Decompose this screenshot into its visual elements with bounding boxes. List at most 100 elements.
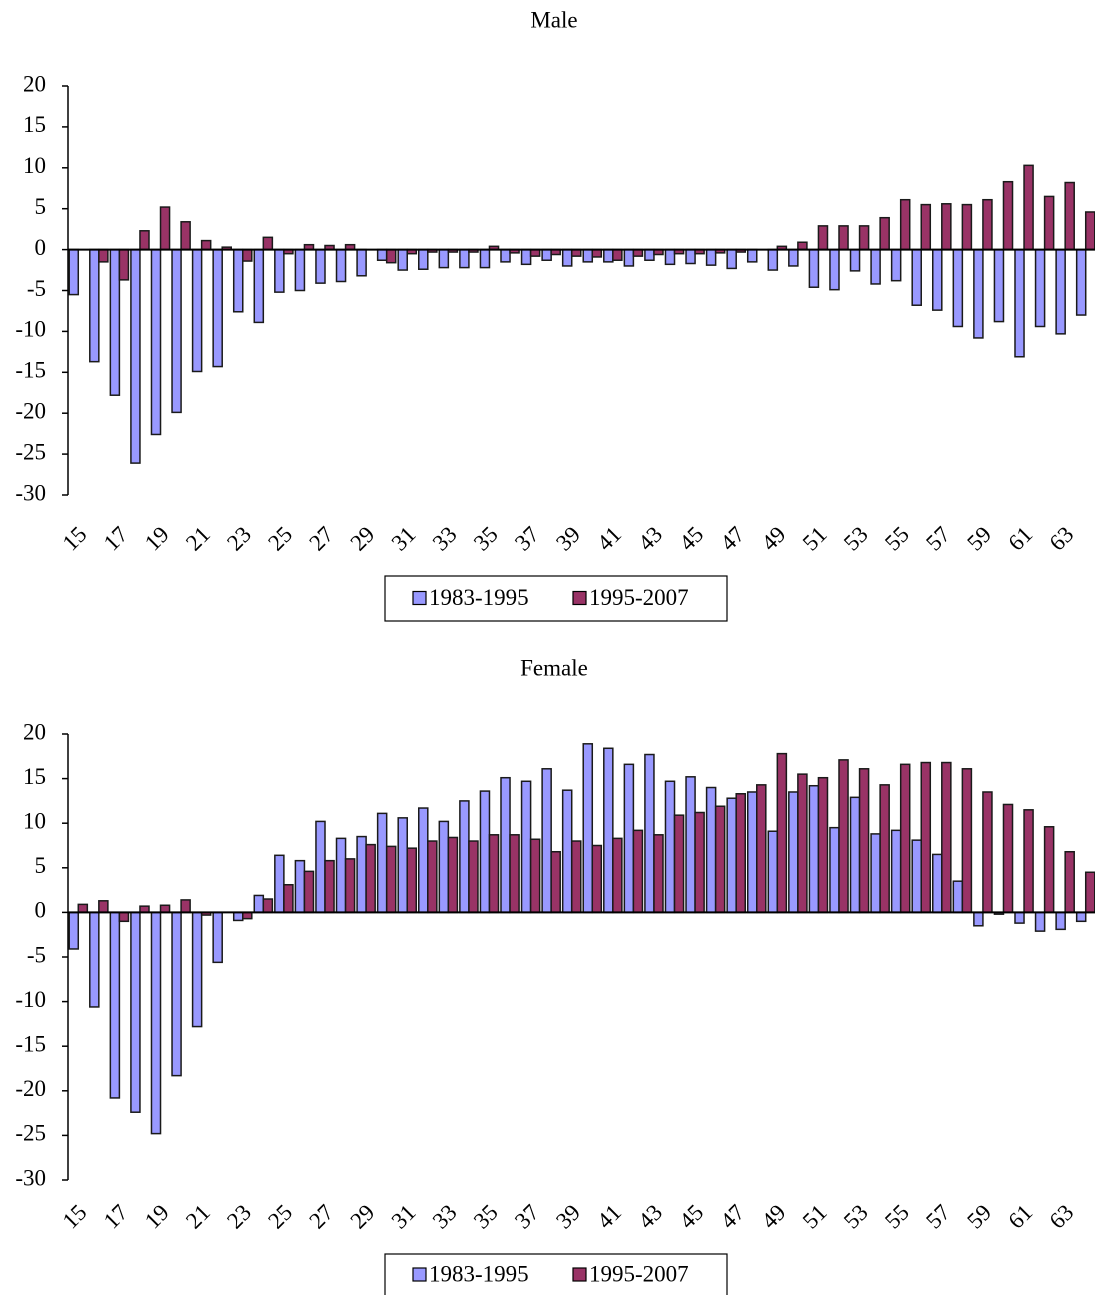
bar [427, 840, 438, 914]
bar [899, 763, 911, 914]
bar [788, 248, 799, 267]
bar [385, 248, 397, 264]
bar [879, 784, 890, 914]
bar [171, 911, 182, 1077]
x-tick-label: 35 [469, 522, 503, 556]
bar [829, 248, 840, 291]
x-tick-label: 29 [345, 1200, 379, 1234]
x-tick-label: 59 [962, 522, 996, 556]
x-tick-label: 45 [674, 1200, 708, 1234]
bar [776, 752, 788, 914]
bar [68, 911, 80, 950]
y-tick-label: -5 [27, 276, 46, 301]
bar [468, 840, 479, 914]
x-tick-label: 57 [921, 1200, 955, 1234]
x-tick-label: 21 [181, 522, 215, 556]
bar [1014, 911, 1025, 924]
bar [315, 248, 326, 284]
legend-label: 1995-2007 [589, 585, 689, 610]
x-tick-label: 61 [1003, 522, 1037, 556]
bar [961, 768, 973, 914]
bar [726, 248, 737, 270]
x-tick-label: 35 [469, 1200, 503, 1234]
bar [1084, 211, 1095, 251]
bar [890, 248, 902, 282]
bar [767, 830, 779, 914]
x-tick-label: 23 [222, 1200, 256, 1234]
bar [253, 894, 265, 914]
bar [89, 248, 100, 363]
bar [797, 773, 808, 914]
y-tick-label: 20 [23, 71, 46, 96]
bar [612, 248, 623, 261]
y-tick-label: -30 [15, 480, 46, 505]
x-tick-label: 51 [798, 1200, 832, 1234]
bar [644, 248, 655, 261]
y-tick-label: -20 [15, 398, 46, 423]
bar [829, 826, 840, 914]
x-tick-label: 19 [140, 522, 174, 556]
bar [797, 241, 808, 251]
bar [694, 811, 705, 914]
x-tick-label: 37 [510, 522, 544, 556]
bar [98, 248, 109, 263]
bar [324, 859, 335, 914]
bar [541, 768, 552, 914]
x-tick-label: 49 [757, 522, 791, 556]
legend-label: 1983-1995 [429, 1261, 529, 1286]
x-tick-label: 15 [58, 522, 92, 556]
bar [438, 248, 450, 269]
bar [418, 248, 429, 270]
bar [294, 859, 306, 914]
bar [932, 853, 943, 914]
legend-swatch [412, 1267, 427, 1282]
x-tick-label: 59 [962, 1200, 996, 1234]
bar [685, 776, 696, 914]
bar [1002, 180, 1014, 251]
x-tick-label: 31 [387, 1200, 421, 1234]
bar [1075, 911, 1087, 923]
bar [418, 807, 429, 914]
x-tick-label: 31 [387, 522, 421, 556]
bar [1034, 248, 1046, 328]
bar [603, 747, 614, 914]
x-tick-label: 23 [222, 522, 256, 556]
bar [274, 854, 285, 914]
bar [150, 248, 162, 436]
bar [746, 248, 758, 263]
bar [570, 840, 582, 914]
bar [1023, 809, 1034, 914]
x-tick-label: 15 [58, 1200, 92, 1234]
bar [294, 248, 306, 292]
x-tick-label: 25 [263, 522, 297, 556]
bar [180, 221, 191, 251]
y-tick-label: -5 [27, 942, 46, 967]
bar [150, 911, 162, 1135]
bar [118, 248, 130, 281]
bar [1075, 248, 1087, 316]
bar [561, 789, 573, 914]
x-tick-label: 39 [551, 1200, 585, 1234]
x-tick-label: 43 [633, 522, 667, 556]
y-tick-label: 15 [23, 112, 46, 137]
bar [920, 203, 932, 251]
bar [303, 870, 315, 914]
bar [817, 225, 829, 251]
bar [1014, 248, 1025, 358]
bar [159, 206, 171, 251]
bar [520, 248, 532, 266]
bar [1023, 164, 1034, 251]
x-tick-label: 53 [839, 522, 873, 556]
bar [109, 248, 121, 396]
bar [582, 248, 594, 263]
bar [356, 248, 367, 277]
bar [68, 248, 80, 296]
bar [653, 834, 664, 914]
bar [591, 844, 603, 914]
x-tick-label: 33 [428, 1200, 462, 1234]
bar [344, 858, 356, 914]
x-tick-label: 49 [757, 1200, 791, 1234]
bar [582, 743, 594, 914]
bar [479, 248, 491, 269]
x-tick-label: 47 [716, 522, 750, 556]
